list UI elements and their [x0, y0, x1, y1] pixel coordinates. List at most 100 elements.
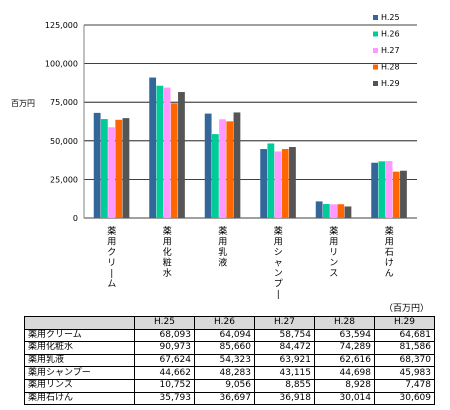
table-cell: 90,973: [134, 341, 195, 355]
table-cell: 48,283: [194, 366, 255, 380]
bar: [385, 160, 393, 218]
table-cell: 62,616: [314, 353, 375, 368]
legend-label: H.25: [381, 13, 400, 22]
table-cell: 8,928: [314, 378, 375, 393]
bar: [330, 204, 337, 218]
table-cell: 81,586: [374, 341, 435, 355]
table-header-h29: H.29: [374, 316, 435, 330]
table-row: 薬用シャンプー 44,662 48,283 43,115 44,698 45,9…: [24, 366, 435, 380]
table-cell: 9,056: [194, 378, 255, 393]
table-cell: 64,681: [374, 328, 435, 343]
bar: [156, 85, 164, 218]
y-tick-label: 50,000: [50, 137, 78, 146]
table-cell: 44,662: [134, 366, 195, 380]
bar: [315, 201, 323, 218]
bar: [100, 119, 108, 218]
y-tick-label: 100,000: [45, 60, 78, 69]
table-row-label: 薬用クリーム: [24, 328, 135, 343]
bar: [233, 112, 241, 218]
legend-label: H.28: [381, 63, 400, 72]
bar: [274, 151, 282, 218]
bar: [289, 147, 296, 218]
table-row-label: 薬用シャンプー: [24, 366, 135, 380]
table-row: 薬用石けん 35,793 36,697 36,918 30,014 30,609: [24, 391, 435, 406]
table-cell: 63,594: [314, 328, 375, 343]
legend-swatch: [373, 81, 378, 86]
y-tick-label: 0: [73, 214, 78, 223]
bar: [322, 204, 330, 218]
legend-label: H.29: [381, 79, 400, 88]
bar: [163, 87, 171, 219]
table-header-h28: H.28: [314, 316, 375, 330]
table-row: 薬用リンス 10,752 9,056 8,855 8,928 7,478: [24, 378, 435, 393]
bar: [93, 112, 101, 218]
bar: [260, 149, 268, 218]
table-cell: 74,289: [314, 341, 375, 355]
table-cell: 30,609: [374, 391, 435, 406]
table-cell: 45,983: [374, 366, 435, 380]
bar: [281, 148, 289, 218]
table-cell: 67,624: [134, 353, 195, 368]
table-row: 薬用クリーム 68,093 64,094 58,754 63,594 64,68…: [24, 328, 435, 343]
bar: [149, 77, 157, 218]
table-cell: 68,370: [374, 353, 435, 368]
legend-swatch: [373, 48, 378, 53]
bar: [400, 170, 407, 218]
y-axis-unit-label: 百万円: [11, 99, 35, 108]
table-header-h26: H.26: [194, 316, 255, 330]
table-cell: 58,754: [254, 328, 315, 343]
bar: [170, 103, 178, 218]
table-header-h27: H.27: [254, 316, 315, 330]
y-tick-label: 125,000: [45, 21, 78, 30]
bar: [219, 119, 226, 218]
table-cell: 85,660: [194, 341, 255, 355]
category-label: 薬用化粧水: [163, 225, 172, 279]
table-cell: 10,752: [134, 378, 195, 393]
table-header-row: H.25 H.26 H.27 H.28 H.29: [24, 316, 435, 330]
legend-label: H.27: [381, 46, 400, 55]
bar-chart: 百万円 0 25,000 50,000 75,000 100,000 125,000 薬用…: [11, 13, 417, 300]
table-cell: 84,472: [254, 341, 315, 355]
category-label: 薬用乳液: [218, 225, 227, 269]
category-label: 薬用シャンプ|: [274, 225, 283, 300]
bar: [392, 171, 400, 218]
table-cell: 7,478: [374, 378, 435, 393]
legend-swatch: [373, 64, 378, 70]
table-cell: 64,094: [194, 328, 255, 343]
bar: [204, 113, 212, 218]
bar: [122, 118, 130, 218]
table-cell: 68,093: [134, 328, 195, 343]
legend-label: H.26: [381, 30, 400, 39]
category-label: 薬用クリ|ム: [107, 225, 116, 290]
table-header-h25: H.25: [134, 316, 195, 330]
legend-swatch: [373, 15, 378, 20]
table-cell: 8,855: [254, 378, 315, 393]
table-cell: 36,697: [194, 391, 255, 406]
bar: [211, 134, 219, 218]
bar: [226, 121, 234, 218]
y-tick-label: 25,000: [50, 175, 78, 184]
table-header-corner: [24, 316, 135, 330]
bar: [108, 127, 115, 218]
table-cell: 35,793: [134, 391, 195, 406]
table-cell: 43,115: [254, 366, 315, 380]
category-label: 薬用リンス: [329, 225, 338, 279]
table-row: 薬用乳液 67,624 54,323 63,921 62,616 68,370: [24, 353, 435, 368]
bar: [371, 162, 379, 218]
y-tick-label: 75,000: [50, 98, 78, 107]
bar: [344, 206, 352, 218]
bar: [378, 161, 386, 218]
bar: [178, 92, 185, 218]
table-cell: 54,323: [194, 353, 255, 368]
bar: [267, 143, 275, 218]
data-table: H.25 H.26 H.27 H.28 H.29 薬用クリーム 68,093 6…: [24, 316, 435, 406]
table-unit-label: （百万円）: [384, 304, 430, 314]
table-cell: 63,921: [254, 353, 315, 368]
table-row-label: 薬用石けん: [24, 391, 135, 406]
table-row-label: 薬用リンス: [24, 378, 135, 393]
table-row-label: 薬用乳液: [24, 353, 135, 368]
table-row: 薬用化粧水 90,973 85,660 84,472 74,289 81,586: [24, 341, 435, 355]
table-row-label: 薬用化粧水: [24, 341, 135, 355]
table-cell: 44,698: [314, 366, 375, 380]
table-cell: 36,918: [254, 391, 315, 406]
